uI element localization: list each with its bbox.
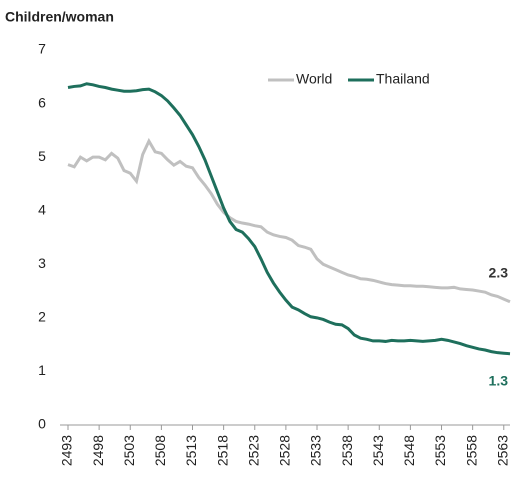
series-line bbox=[67, 137, 511, 304]
series-line bbox=[67, 82, 511, 356]
y-tick-label: 4 bbox=[38, 201, 46, 217]
legend-label: World bbox=[296, 71, 332, 87]
x-tick-label: 2543 bbox=[370, 435, 386, 466]
legend-label: Thailand bbox=[376, 71, 430, 87]
y-tick-label: 6 bbox=[38, 94, 46, 110]
y-tick-label: 0 bbox=[38, 416, 46, 432]
x-tick-label: 2563 bbox=[494, 435, 510, 466]
x-tick-label: 2513 bbox=[183, 435, 199, 466]
x-tick-label: 2493 bbox=[59, 435, 75, 466]
x-tick-label: 2548 bbox=[401, 435, 417, 466]
x-tick-label: 2523 bbox=[245, 435, 261, 466]
x-tick-label: 2508 bbox=[152, 435, 168, 466]
x-tick-label: 2528 bbox=[277, 435, 293, 466]
x-tick-label: 2518 bbox=[214, 435, 230, 466]
y-tick-label: 5 bbox=[38, 148, 46, 164]
y-axis-title: Children/woman bbox=[5, 9, 114, 25]
end-label: 2.3 bbox=[489, 264, 509, 280]
y-tick-label: 1 bbox=[38, 362, 46, 378]
x-tick-label: 2538 bbox=[339, 435, 355, 466]
y-tick-label: 7 bbox=[38, 41, 46, 57]
x-tick-label: 2498 bbox=[90, 435, 106, 466]
x-tick-label: 2533 bbox=[308, 435, 324, 466]
y-tick-label: 3 bbox=[38, 255, 46, 271]
x-tick-label: 2553 bbox=[432, 435, 448, 466]
end-label: 1.3 bbox=[489, 372, 509, 388]
x-tick-label: 2503 bbox=[121, 435, 137, 466]
y-tick-label: 2 bbox=[38, 309, 46, 325]
x-tick-label: 2558 bbox=[463, 435, 479, 466]
